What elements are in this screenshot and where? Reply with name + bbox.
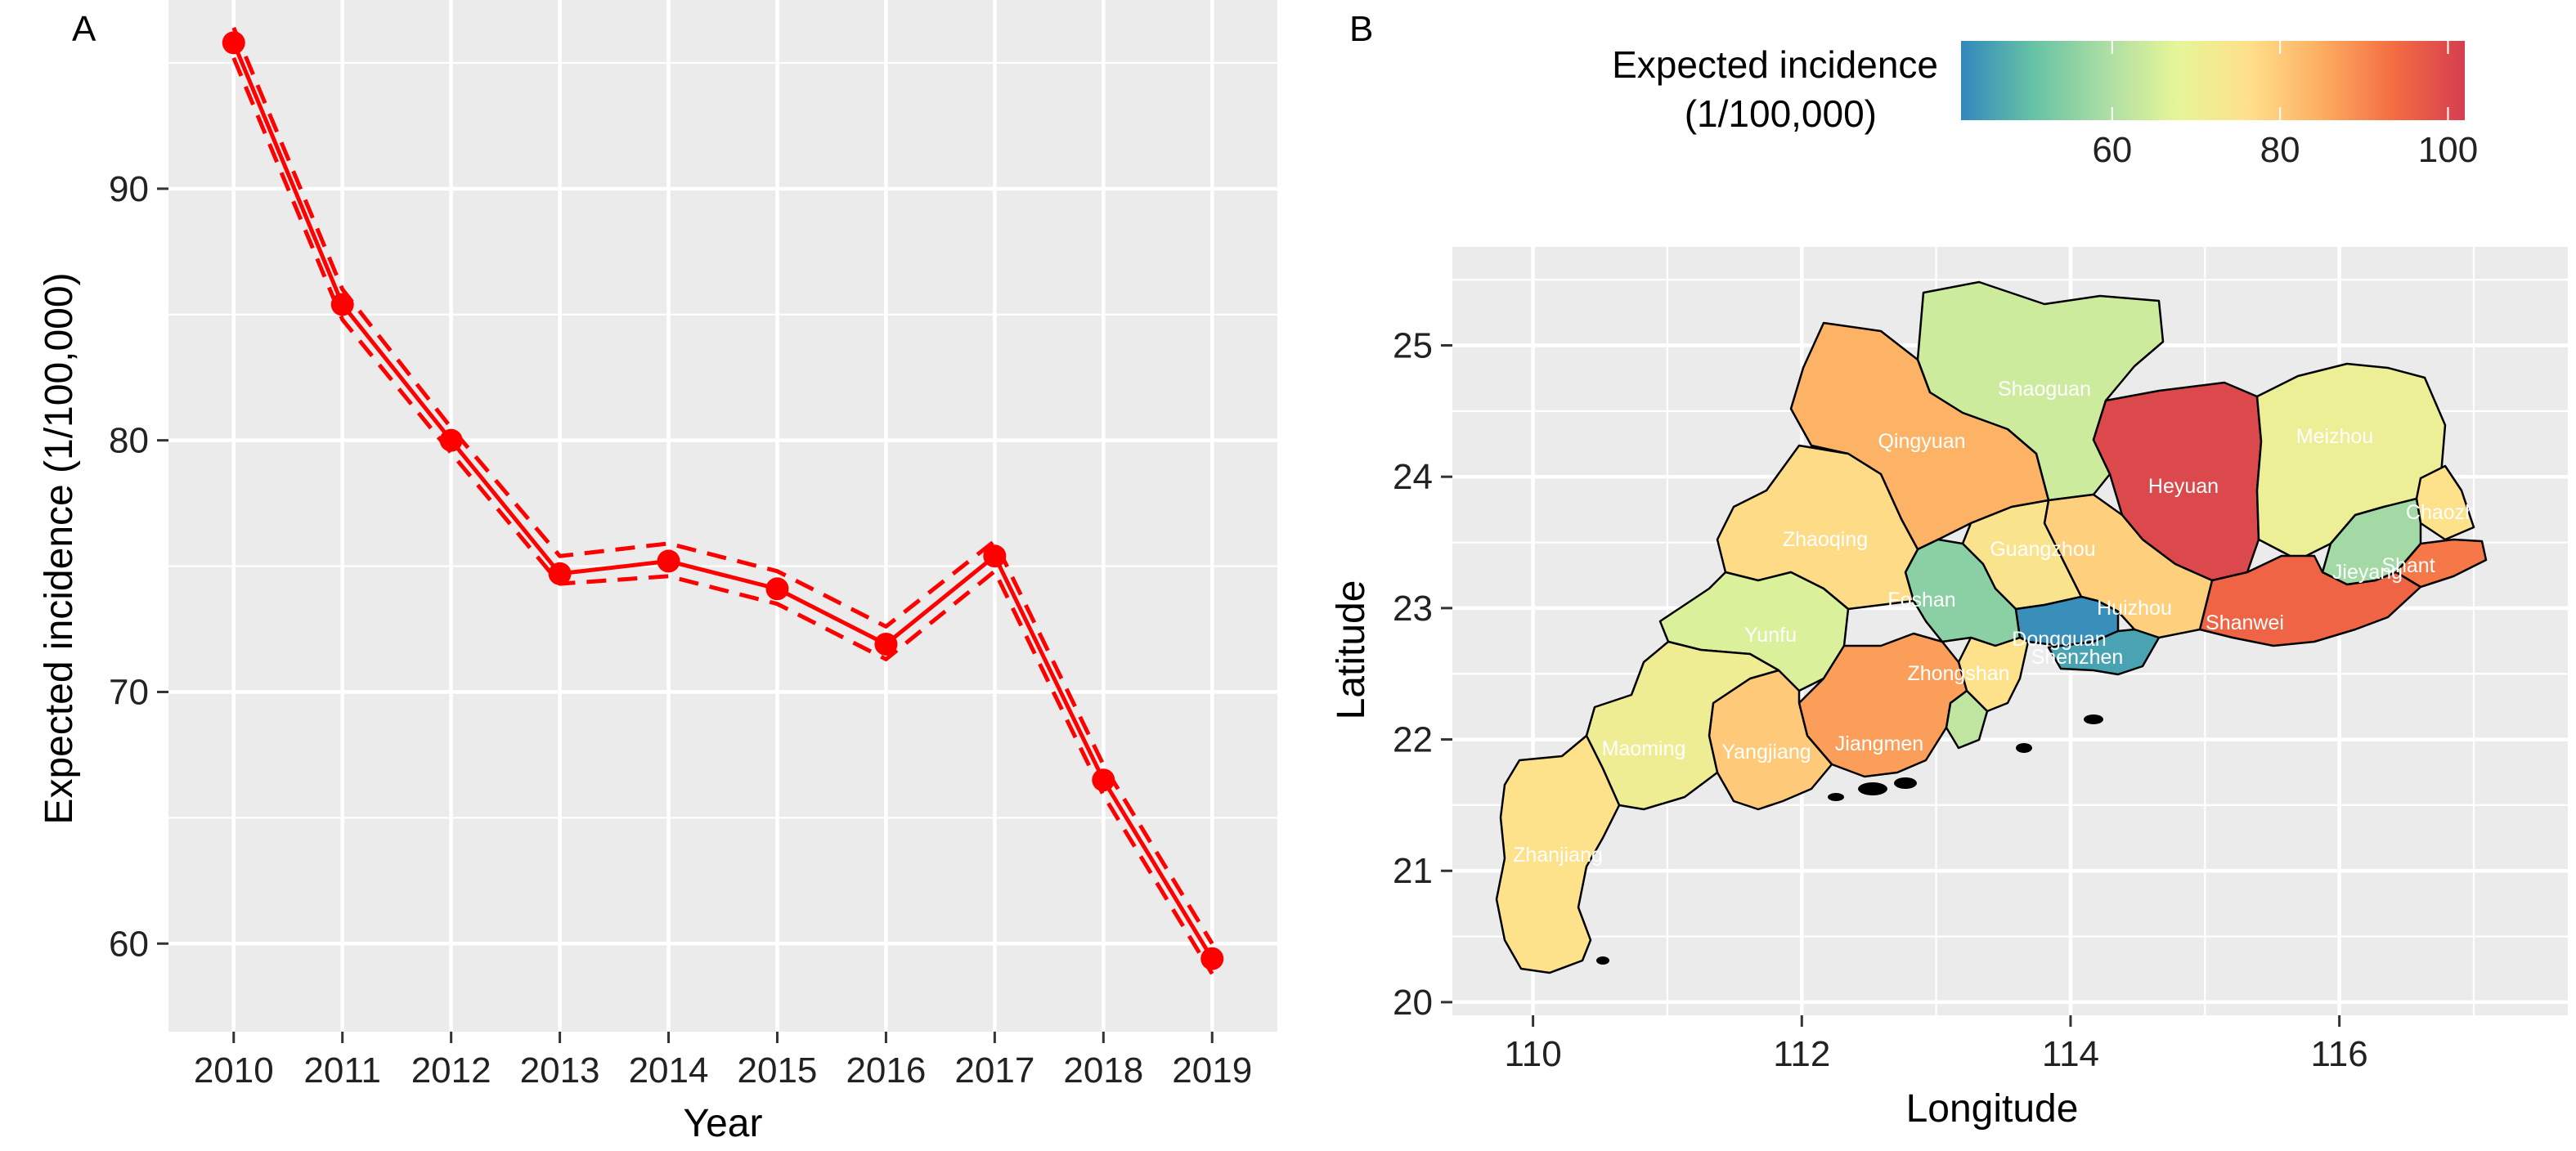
map-city-label: Foshan [1887,589,1955,611]
panel-b-y-tick-label: 21 [1393,851,1433,891]
map-city-label: Shaoguan [1998,378,2091,401]
map-city-label: Shant [2381,554,2435,577]
panel-b-axis-ticks [1441,344,2341,1027]
map-city-label: Jiangmen [1835,732,1923,755]
panel-a-lower-line [231,56,1214,975]
legend-tick-label: 100 [2418,130,2478,170]
panel-a-data-point [874,632,898,656]
legend-title-line1: Expected incidence [1612,43,1938,86]
panel-a-gridlines [168,0,1277,1071]
map-region-shanwei [2198,554,2422,647]
panel-a-data-point [1200,947,1224,970]
panel-b-x-tick-label: 110 [1505,1034,1562,1074]
map-city-label: Shenzhen [2031,646,2124,669]
legend-colorbar [1961,41,2465,120]
panel-a-y-axis-title: Expected incidence (1/100,000) [38,272,81,824]
panel-a-x-tick-label: 2019 [1172,1050,1252,1091]
map-city-label: Zhongshan [1907,662,2009,685]
map-city-label: Maoming [1602,737,1686,760]
map-city-label: Chaozh [2406,501,2476,524]
map-region-maoming [1585,640,1780,811]
panel-a-data-point [657,549,680,573]
map-city-label: Guangzhou [1990,538,2095,561]
panel-b-x-tick-labels: 110 112 114 116 [1505,1034,2368,1074]
legend-title-line2: (1/100,000) [1685,92,1877,135]
map-island [1858,782,1887,795]
panel-a-y-tick-label: 80 [109,421,149,461]
panel-a-y-tick-labels: 60 70 80 90 [109,169,149,964]
map-city-label: Jieyang [2332,561,2403,584]
legend-ticks: 60 80 100 [2092,41,2478,170]
map-city-label: Heyuan [2148,475,2219,498]
panel-a-y-tick-label: 60 [109,924,149,964]
map-city-label: Yunfu [1744,624,1797,647]
panel-b-x-axis-title: Longitude [1906,1087,2079,1131]
panel-b-y-tick-label: 23 [1393,589,1433,629]
panel-a-plot-background [168,0,1277,1032]
panel-a-x-tick-label: 2013 [520,1050,600,1091]
map-island [2016,743,2032,753]
panel-a-upper-line [231,26,1214,945]
map-city-label: Huizhou [2097,597,2172,620]
colorbar-legend: Expected incidence (1/100,000) 60 80 100 [1612,41,2478,170]
panel-b-x-tick-label: 112 [1773,1034,1830,1074]
panel-a-tag: A [72,9,96,49]
map-city-label: Qingyuan [1878,430,1965,453]
panel-b-y-tick-label: 24 [1393,457,1433,497]
panel-a-x-tick-label: 2010 [194,1050,274,1091]
map-island [1894,777,1917,789]
map-city-labels: Shaoguan Qingyuan Heyuan Meizhou Chaozh Shant… [1513,378,2476,867]
panel-b-tag: B [1349,9,1373,49]
panel-a-x-tick-label: 2018 [1063,1050,1143,1091]
map-island [1828,793,1844,801]
map-island [1596,956,1609,965]
map-regions [1495,280,2488,974]
map-city-label: Meizhou [2296,425,2374,448]
panel-b-y-tick-label: 22 [1393,720,1433,760]
panel-b-y-tick-label: 20 [1393,983,1433,1023]
panel-a-x-tick-label: 2015 [738,1050,818,1091]
legend-tick-label: 80 [2260,130,2300,170]
legend-tick-label: 60 [2092,130,2132,170]
panel-a-estimate-line [231,42,1214,961]
panel-a-data-point [765,577,789,601]
panel-b-x-tick-label: 114 [2042,1034,2099,1074]
panel-a-y-tick-label: 90 [109,169,149,209]
panel-b-y-tick-label: 25 [1393,326,1433,366]
map-city-label: Zhaoqing [1783,528,1868,551]
panel-a-y-tick-label: 70 [109,672,149,712]
panel-a-x-axis-title: Year [684,1102,763,1145]
panel-a-x-tick-label: 2016 [846,1050,926,1091]
panel-b-x-tick-label: 116 [2311,1034,2368,1074]
panel-b-y-tick-labels: 20 21 22 23 24 25 [1393,326,1433,1023]
panel-a-x-tick-label: 2012 [411,1050,491,1091]
map-city-label: Dongguan [2012,628,2106,651]
panel-b-choropleth-map: B Expected incidence (1/100,000) 60 80 100… [1330,9,2568,1131]
panel-a-x-tick-labels: 2010 2011 2012 2013 2014 2015 2016 2017 2018 2019 [194,1050,1252,1091]
panel-a-series [222,26,1224,975]
map-city-label: Zhanjiang [1513,844,1603,867]
map-city-label: Yangjiang [1721,741,1811,764]
panel-a-x-tick-label: 2014 [629,1050,709,1091]
map-region-shenzhen [2047,628,2161,676]
panel-a-axis-ticks [157,187,1214,1043]
map-region-zhanjiang [1495,734,1621,974]
panel-a-x-tick-label: 2011 [303,1050,381,1091]
panel-b-y-axis-title: Latitude [1330,580,1373,720]
panel-a-x-tick-label: 2017 [954,1050,1034,1091]
map-city-label: Shanwei [2206,611,2284,634]
panel-a-data-point [548,562,572,585]
map-island [2084,714,2103,724]
